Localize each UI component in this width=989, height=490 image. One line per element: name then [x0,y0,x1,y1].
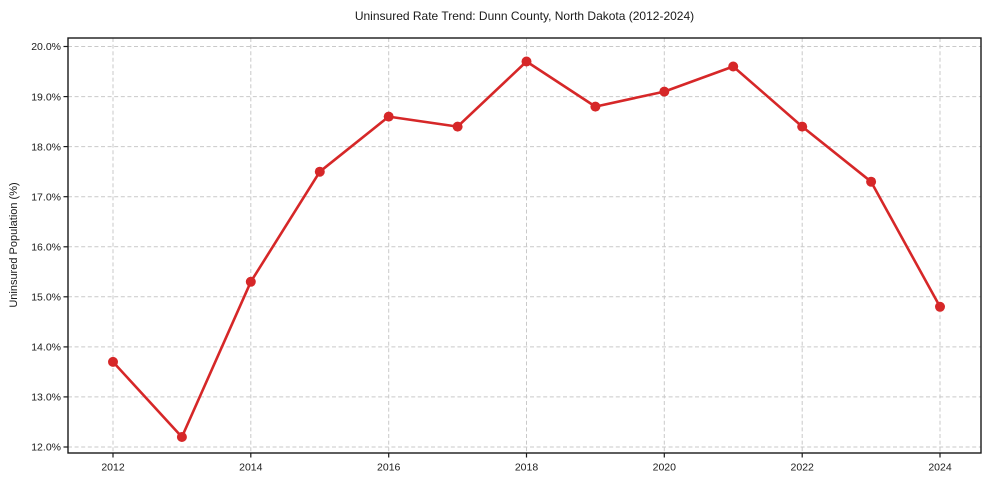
x-tick-label: 2022 [791,462,815,474]
data-point-2023 [866,176,877,187]
y-tick-label: 15.0% [31,292,61,304]
x-tick-label: 2024 [928,462,952,474]
y-tick-label: 12.0% [31,442,61,454]
x-tick-label: 2020 [653,462,677,474]
chart-title: Uninsured Rate Trend: Dunn County, North… [354,9,695,23]
y-tick-label: 17.0% [31,191,61,203]
plot-border [67,37,982,454]
y-tick-label: 19.0% [31,91,61,103]
x-tick-label: 2012 [101,462,125,474]
data-point-2012 [108,356,118,367]
data-point-2024 [935,301,945,312]
data-point-2015 [314,166,325,177]
y-tick-label: 16.0% [31,242,61,254]
data-point-2016 [383,111,394,122]
y-tick-label: 14.0% [31,342,61,354]
y-tick-label: 18.0% [31,141,61,153]
data-point-2017 [452,121,463,132]
y-tick-label: 13.0% [31,392,61,404]
x-tick-label: 2014 [239,462,263,474]
data-point-2019 [590,101,601,112]
x-tick-label: 2018 [515,462,539,474]
y-tick-label: 20.0% [31,41,61,53]
data-point-2020 [659,86,670,97]
data-point-2021 [728,61,739,72]
data-point-2014 [245,276,256,287]
data-point-2013 [176,432,187,442]
data-point-2018 [521,56,532,67]
data-point-2022 [797,121,808,132]
x-tick-label: 2016 [377,462,401,474]
